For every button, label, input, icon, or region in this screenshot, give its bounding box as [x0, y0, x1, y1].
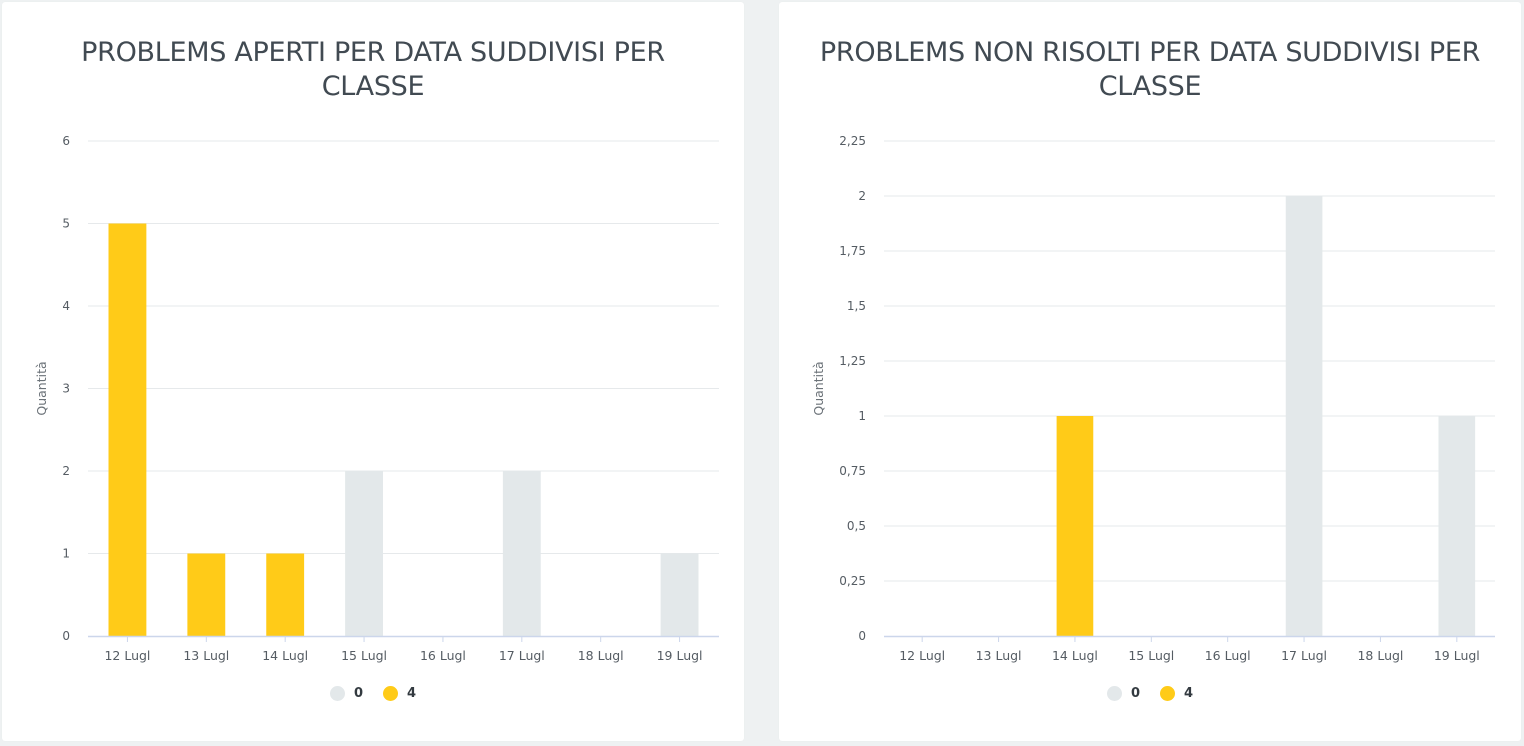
legend-dot-icon: [383, 686, 398, 701]
chart-title: PROBLEMS NON RISOLTI PER DATA SUDDIVISI …: [819, 37, 1481, 102]
y-tick-label: 1,5: [847, 299, 866, 313]
bar-series-4: [108, 223, 147, 636]
legend-item-series-0[interactable]: 0: [1106, 686, 1140, 701]
bar-series-0: [660, 553, 699, 636]
x-tick-label: 13 Lugl: [183, 648, 229, 663]
y-tick-label: 0,75: [839, 464, 866, 478]
y-tick-label: 6: [62, 134, 70, 148]
bar-series-0: [1438, 416, 1476, 636]
bar-series-0: [502, 471, 541, 636]
legend-item-series-0[interactable]: 0: [329, 686, 363, 701]
x-tick-label: 17 Lugl: [499, 648, 545, 663]
y-tick-label: 2,25: [839, 134, 866, 148]
bar-series-4: [266, 553, 305, 636]
y-tick-label: 1,75: [839, 244, 866, 258]
x-tick-label: 19 Lugl: [657, 648, 703, 663]
x-tick-label: 14 Lugl: [1052, 648, 1098, 663]
legend: 0 4: [2, 686, 744, 701]
bar-series-4: [187, 553, 226, 636]
y-tick-label: 2: [858, 189, 866, 203]
y-tick-label: 0,5: [847, 519, 866, 533]
bar-series-0: [345, 471, 383, 636]
x-tick-label: 17 Lugl: [1281, 648, 1327, 663]
x-tick-label: 14 Lugl: [262, 648, 308, 663]
x-tick-label: 19 Lugl: [1434, 648, 1480, 663]
legend-item-series-4[interactable]: 4: [1160, 686, 1193, 701]
x-tick-label: 16 Lugl: [1205, 648, 1251, 663]
bar-series-4: [1056, 416, 1094, 636]
legend-item-series-4[interactable]: 4: [383, 686, 416, 701]
legend-dot-icon: [1106, 686, 1122, 701]
legend-label: 4: [1184, 686, 1194, 701]
chart-card-opened: PROBLEMS APERTI PER DATA SUDDIVISI PER C…: [2, 2, 744, 741]
legend-label: 4: [407, 686, 417, 701]
y-tick-label: 0,25: [839, 574, 866, 588]
legend: 0 4: [779, 686, 1521, 701]
legend-dot-icon: [329, 686, 345, 701]
y-axis-title: Quantità: [811, 361, 826, 415]
y-tick-label: 4: [62, 299, 70, 313]
bar-series-0: [1285, 196, 1323, 636]
legend-label: 0: [1130, 686, 1140, 701]
x-tick-label: 13 Lugl: [976, 648, 1022, 663]
y-axis-title: Quantità: [34, 361, 49, 415]
y-tick-label: 3: [62, 382, 70, 396]
legend-dot-icon: [1160, 686, 1175, 701]
x-tick-label: 12 Lugl: [899, 648, 945, 663]
x-tick-label: 12 Lugl: [104, 648, 150, 663]
x-tick-label: 15 Lugl: [1128, 648, 1174, 663]
y-tick-label: 2: [62, 464, 70, 478]
y-tick-label: 1,25: [839, 354, 866, 368]
y-tick-label: 5: [62, 217, 70, 231]
y-tick-label: 1: [858, 409, 866, 423]
chart-card-unresolved: PROBLEMS NON RISOLTI PER DATA SUDDIVISI …: [779, 2, 1521, 741]
bar-chart-unresolved: 0 0,25 0,5 0,75 1 1,25 1,5 1,75 2 2,25 Quantità 12 …: [811, 134, 1495, 663]
y-tick-label: 1: [62, 547, 70, 561]
x-tick-label: 18 Lugl: [1357, 648, 1403, 663]
legend-label: 0: [353, 686, 363, 701]
x-tick-label: 18 Lugl: [578, 648, 624, 663]
y-tick-label: 0: [858, 629, 866, 643]
chart-title: PROBLEMS APERTI PER DATA SUDDIVISI PER C…: [81, 37, 665, 102]
y-tick-label: 0: [62, 629, 70, 643]
x-tick-label: 16 Lugl: [420, 648, 466, 663]
x-tick-label: 15 Lugl: [341, 648, 387, 663]
bar-chart-opened: 0 1 2 3 4 5 6 Quantità 12 Lugl 13 Lugl 14 Lugl 15 L…: [34, 134, 719, 663]
